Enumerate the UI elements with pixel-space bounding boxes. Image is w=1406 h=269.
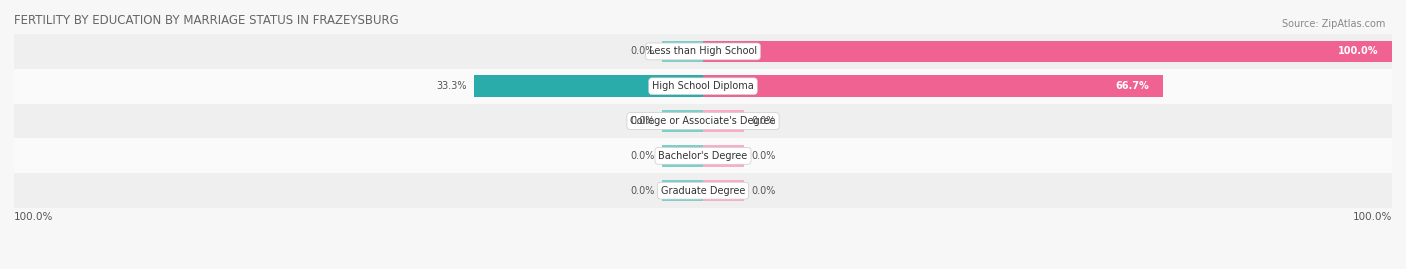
Bar [703,41,1392,62]
Text: 0.0%: 0.0% [751,151,776,161]
Bar [14,34,1392,69]
Bar [662,110,703,132]
Bar [14,69,1392,104]
Text: FERTILITY BY EDUCATION BY MARRIAGE STATUS IN FRAZEYSBURG: FERTILITY BY EDUCATION BY MARRIAGE STATU… [14,14,399,27]
Text: 0.0%: 0.0% [630,186,655,196]
Text: 33.3%: 33.3% [436,81,467,91]
Text: Source: ZipAtlas.com: Source: ZipAtlas.com [1281,19,1385,29]
Text: College or Associate's Degree: College or Associate's Degree [630,116,776,126]
Bar [662,41,703,62]
Bar [474,75,703,97]
Text: 0.0%: 0.0% [751,116,776,126]
Text: 0.0%: 0.0% [630,47,655,56]
Bar [703,145,744,167]
Bar [14,173,1392,208]
Bar [14,139,1392,173]
Bar [703,75,1163,97]
Text: 100.0%: 100.0% [1337,47,1378,56]
Text: Bachelor's Degree: Bachelor's Degree [658,151,748,161]
Bar [14,104,1392,139]
Text: Less than High School: Less than High School [650,47,756,56]
Text: 0.0%: 0.0% [630,151,655,161]
Text: 100.0%: 100.0% [14,212,53,222]
Text: 100.0%: 100.0% [1353,212,1392,222]
Bar [703,180,744,201]
Text: 66.7%: 66.7% [1115,81,1149,91]
Text: Graduate Degree: Graduate Degree [661,186,745,196]
Text: 0.0%: 0.0% [630,116,655,126]
Bar [662,145,703,167]
Text: High School Diploma: High School Diploma [652,81,754,91]
Bar [703,110,744,132]
Bar [662,180,703,201]
Text: 0.0%: 0.0% [751,186,776,196]
